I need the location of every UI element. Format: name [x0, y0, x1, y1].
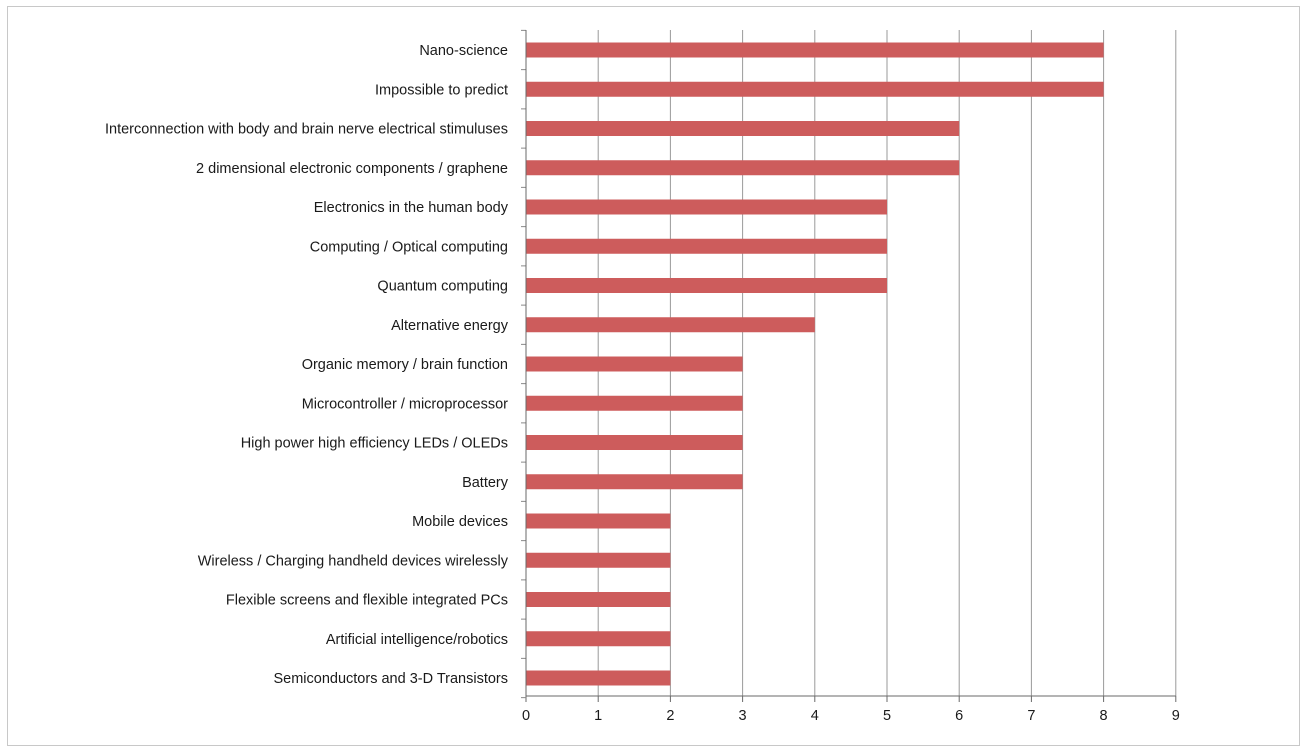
category-label: Microcontroller / microprocessor — [302, 396, 508, 412]
category-label: Computing / Optical computing — [310, 239, 508, 255]
x-tick-label: 8 — [1100, 708, 1108, 724]
category-label: High power high efficiency LEDs / OLEDs — [241, 436, 508, 452]
bar — [526, 592, 671, 607]
bar — [526, 278, 887, 293]
bar — [526, 81, 1104, 97]
bars — [526, 42, 1104, 686]
category-label: Mobile devices — [412, 514, 508, 530]
bar — [526, 513, 671, 529]
category-label: Semiconductors and 3-D Transistors — [273, 671, 508, 687]
bar — [526, 160, 960, 176]
bar — [526, 395, 743, 411]
category-label: Quantum computing — [377, 279, 508, 295]
category-label: Interconnection with body and brain nerv… — [105, 122, 508, 138]
category-label: Flexible screens and flexible integrated… — [226, 593, 508, 609]
x-tick-label: 9 — [1172, 708, 1180, 724]
bar — [526, 670, 671, 686]
bar — [526, 435, 743, 450]
x-tick-label: 2 — [666, 708, 674, 724]
x-tick-labels: 0 1 2 3 4 5 6 7 8 9 — [522, 708, 1180, 724]
bar — [526, 631, 671, 647]
bar — [526, 552, 671, 568]
bar — [526, 42, 1104, 58]
x-tick-label: 5 — [883, 708, 891, 724]
category-label: 2 dimensional electronic components / gr… — [196, 161, 508, 177]
bar — [526, 356, 743, 372]
category-label: Battery — [462, 475, 509, 491]
x-tick-label: 7 — [1027, 708, 1035, 724]
bar — [526, 474, 743, 490]
x-tick-label: 6 — [955, 708, 963, 724]
gridlines — [597, 30, 1177, 696]
category-label: Wireless / Charging handheld devices wir… — [198, 553, 509, 569]
x-tick-label: 4 — [811, 708, 819, 724]
bar — [526, 317, 815, 333]
axes — [521, 29, 1177, 702]
category-label: Organic memory / brain function — [302, 357, 508, 373]
x-tick-label: 3 — [739, 708, 747, 724]
category-label: Alternative energy — [391, 318, 509, 334]
x-tick-label: 1 — [594, 708, 602, 724]
category-label: Electronics in the human body — [314, 200, 509, 216]
bar — [526, 121, 960, 136]
x-tick-label: 0 — [522, 708, 530, 724]
category-label: Impossible to predict — [375, 82, 508, 98]
bar — [526, 199, 887, 215]
bar — [526, 238, 887, 254]
category-label: Nano-science — [419, 43, 508, 59]
category-labels: Nano-science Impossible to predict Interco… — [105, 43, 509, 687]
category-label: Artificial intelligence/robotics — [326, 632, 508, 648]
